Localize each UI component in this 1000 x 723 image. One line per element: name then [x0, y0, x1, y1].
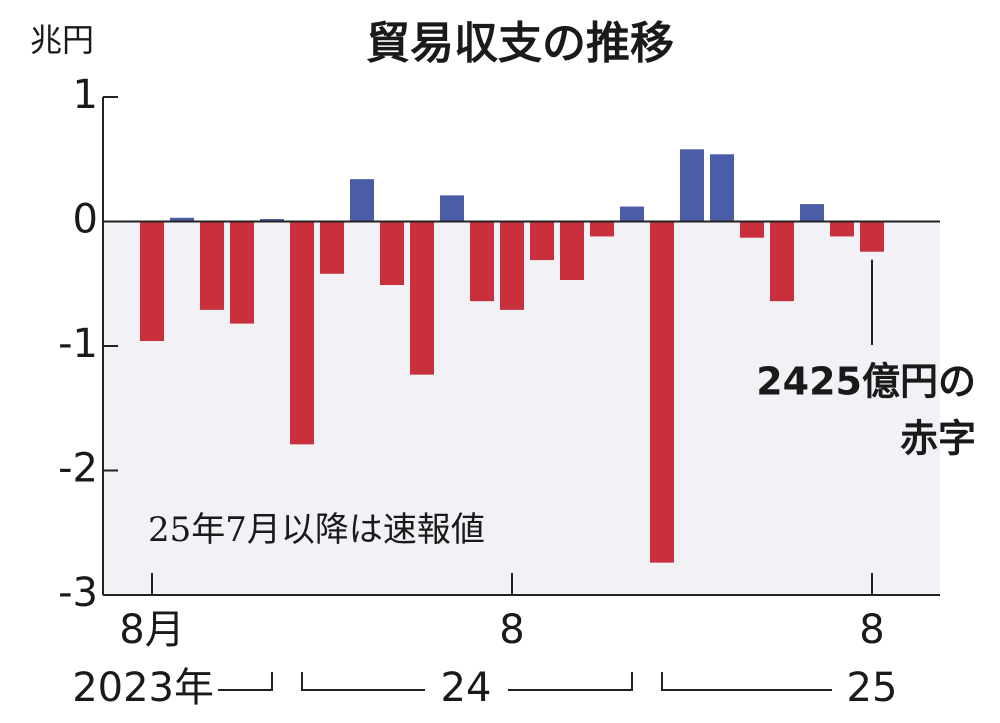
y-tick-label: -1	[58, 321, 98, 367]
y-tick-label: 0	[73, 197, 98, 243]
chart-title: 貿易収支の推移	[366, 18, 674, 69]
bar	[860, 221, 884, 252]
y-tick-label: -2	[58, 446, 98, 492]
bar	[770, 221, 794, 302]
x-tick-label: 8	[859, 607, 884, 653]
bar	[380, 221, 404, 285]
bar	[440, 195, 464, 222]
bar	[560, 221, 584, 281]
bar	[710, 154, 734, 222]
year-bracket	[301, 672, 633, 691]
bar	[620, 206, 644, 222]
note: 25年7月以降は速報値	[148, 510, 485, 550]
bar	[230, 221, 254, 324]
bar	[830, 221, 854, 237]
bar	[350, 179, 374, 222]
bar	[470, 221, 494, 302]
annotation: 2425億円の	[756, 360, 976, 404]
bar	[200, 221, 224, 310]
bar	[140, 221, 164, 342]
year-label: 25	[847, 665, 898, 711]
year-bracket	[218, 672, 273, 691]
bar	[650, 221, 674, 563]
annotation: 赤字	[900, 417, 976, 461]
bar	[260, 219, 284, 222]
bar	[500, 221, 524, 310]
bar	[530, 221, 554, 261]
bar	[800, 204, 824, 222]
bar	[680, 149, 704, 222]
bar	[170, 217, 194, 222]
y-axis-label: 兆円	[30, 21, 94, 59]
year-label: 2023年	[72, 665, 214, 711]
year-label: 24	[441, 665, 492, 711]
year-bracket	[661, 672, 832, 691]
y-tick-label: -3	[58, 570, 98, 616]
bar	[740, 221, 764, 238]
x-tick-label: 8	[499, 607, 524, 653]
x-tick-label: 8月	[119, 607, 184, 653]
bar	[320, 221, 344, 274]
bar	[410, 221, 434, 375]
bar	[290, 221, 314, 445]
y-tick-label: 1	[73, 72, 98, 118]
bar	[590, 221, 614, 237]
